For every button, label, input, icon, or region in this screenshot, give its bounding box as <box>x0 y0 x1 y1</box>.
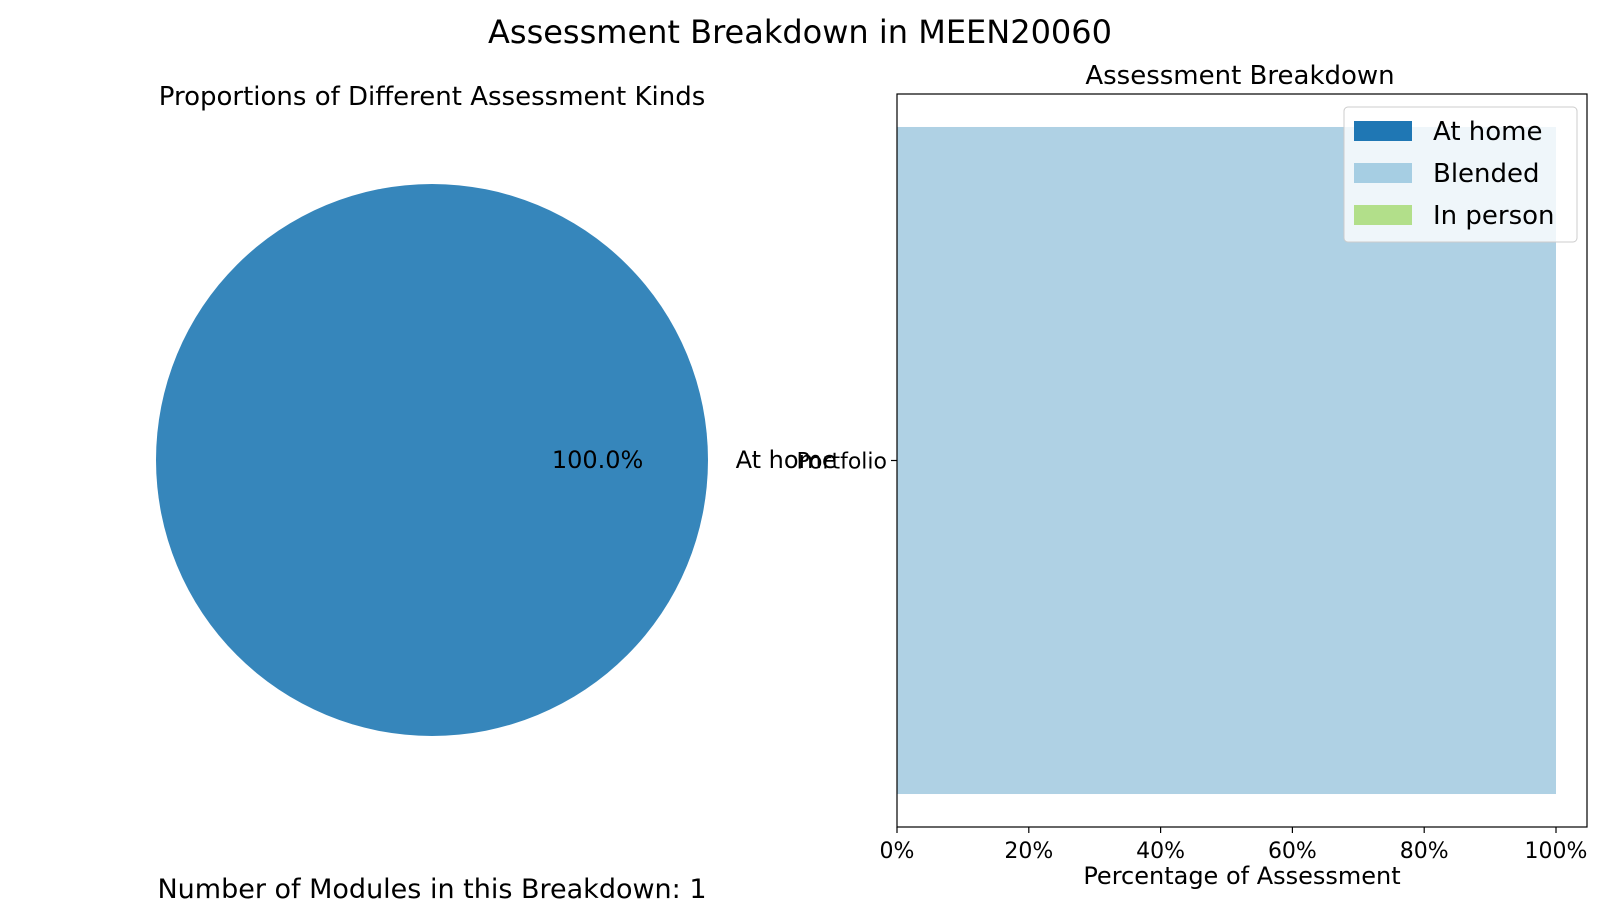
x-tick-label-5: 100% <box>1525 839 1588 864</box>
legend-label-0: At home <box>1433 117 1543 147</box>
x-tick-label-3: 60% <box>1268 839 1317 864</box>
bar-chart: Assessment Breakdown Portfolio 0% 20% 40% 6… <box>796 61 1588 890</box>
bar-title: Assessment Breakdown <box>1085 61 1394 91</box>
pie-slices <box>156 184 708 736</box>
pie-title: Proportions of Different Assessment Kind… <box>159 82 706 112</box>
x-tick-label-4: 80% <box>1400 839 1449 864</box>
legend-swatch-1 <box>1354 163 1412 183</box>
legend-swatch-2 <box>1354 205 1412 225</box>
x-axis-ticks: 0% 20% 40% 60% 80% 100% <box>880 827 1588 864</box>
x-axis-label: Percentage of Assessment <box>1083 862 1400 890</box>
pie-labels: At home 100.0% <box>552 446 837 474</box>
legend-swatch-0 <box>1354 121 1412 141</box>
legend-label-2: In person <box>1433 201 1555 231</box>
module-count-text: Number of Modules in this Breakdown: 1 <box>157 874 706 900</box>
legend-label-1: Blended <box>1433 159 1540 189</box>
legend: At home Blended In person <box>1343 106 1578 243</box>
pie-slice-0 <box>156 184 708 736</box>
pie-label-0: At home <box>736 446 837 474</box>
y-axis-ticks: Portfolio <box>796 450 897 475</box>
x-tick-label-0: 0% <box>880 839 915 864</box>
pie-chart: Proportions of Different Assessment Kind… <box>156 82 837 736</box>
y-tick-label-0: Portfolio <box>796 450 887 475</box>
pie-pct-label-0: 100.0% <box>552 446 644 474</box>
figure-title: Assessment Breakdown in MEEN20060 <box>488 13 1112 51</box>
x-tick-label-1: 20% <box>1004 839 1053 864</box>
x-tick-label-2: 40% <box>1136 839 1185 864</box>
